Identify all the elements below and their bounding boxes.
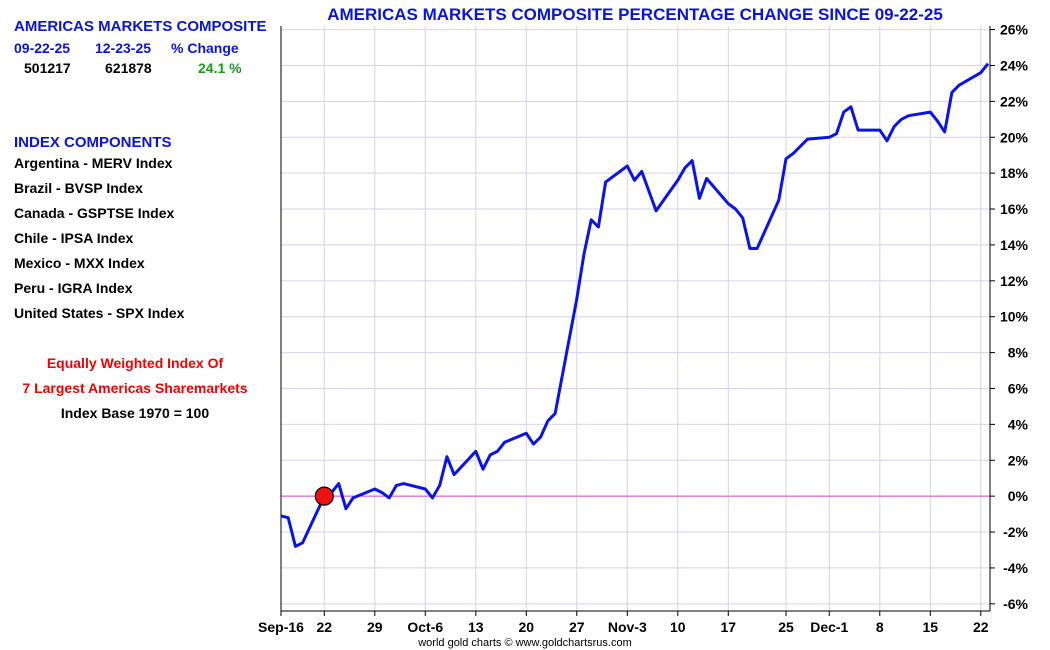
component-item: Canada - GSPTSE Index [14, 205, 175, 221]
y-tick-label: 26% [1000, 22, 1029, 38]
x-tick-label: 20 [518, 619, 534, 635]
y-tick-label: 6% [1008, 380, 1029, 396]
x-tick-label: Sep-16 [258, 619, 304, 635]
note-line-1: Equally Weighted Index Of [46, 355, 224, 371]
x-tick-label: 10 [670, 619, 686, 635]
component-item: Mexico - MXX Index [14, 255, 145, 271]
base-date-marker [314, 486, 334, 506]
start-value: 501217 [24, 60, 71, 76]
y-tick-label: 18% [1000, 165, 1029, 181]
component-item: Chile - IPSA Index [14, 230, 134, 246]
plot-area [281, 26, 990, 611]
components-title: INDEX COMPONENTS [14, 134, 172, 151]
y-tick-label: 2% [1008, 452, 1029, 468]
component-item: Argentina - MERV Index [14, 155, 173, 171]
end-value: 621878 [105, 60, 152, 76]
y-tick-label: 20% [1000, 129, 1029, 145]
components-list: Argentina - MERV Index Brazil - BVSP Ind… [14, 155, 184, 330]
change-value: 24.1 % [198, 60, 242, 76]
change-header: % Change [171, 40, 239, 56]
note-line-3: Index Base 1970 = 100 [60, 405, 210, 421]
x-tick-label: Nov-3 [608, 619, 647, 635]
component-item: Brazil - BVSP Index [14, 180, 143, 196]
end-date-header: 12-23-25 [95, 40, 152, 56]
y-tick-label: -6% [1003, 596, 1028, 612]
y-tick-label: 14% [1000, 237, 1029, 253]
chart-title: AMERICAS MARKETS COMPOSITE PERCENTAGE CH… [327, 5, 943, 24]
x-tick-label: 22 [316, 619, 332, 635]
y-tick-label: 16% [1000, 201, 1029, 217]
x-tick-label: 25 [778, 619, 794, 635]
start-date-header: 09-22-25 [14, 40, 71, 56]
composite-title: AMERICAS MARKETS COMPOSITE [14, 18, 267, 35]
y-tick-label: 12% [1000, 273, 1029, 289]
component-item: United States - SPX Index [14, 305, 185, 321]
y-tick-label: 8% [1008, 345, 1029, 361]
y-tick-label: 22% [1000, 93, 1029, 109]
x-tick-label: 29 [367, 619, 383, 635]
y-tick-label: 4% [1008, 416, 1029, 432]
x-tick-label: 17 [720, 619, 736, 635]
x-tick-label: Dec-1 [810, 619, 848, 635]
x-tick-label: 8 [876, 619, 884, 635]
y-tick-label: 24% [1000, 57, 1029, 73]
y-tick-label: 10% [1000, 309, 1029, 325]
x-tick-label: 13 [468, 619, 484, 635]
x-tick-label: 15 [922, 619, 938, 635]
y-tick-label: -4% [1003, 560, 1028, 576]
note-line-2: 7 Largest Americas Sharemarkets [22, 380, 248, 396]
component-item: Peru - IGRA Index [14, 280, 133, 296]
series-line [280, 62, 990, 548]
y-tick-label: -2% [1003, 524, 1028, 540]
y-tick-label: 0% [1008, 488, 1029, 504]
x-tick-label: 22 [973, 619, 989, 635]
chart-credit: world gold charts © www.goldchartsrus.co… [418, 637, 632, 649]
x-tick-label: Oct-6 [407, 619, 443, 635]
info-panel: AMERICAS MARKETS COMPOSITE 09-22-25 12-2… [0, 0, 275, 650]
x-tick-label: 27 [569, 619, 585, 635]
